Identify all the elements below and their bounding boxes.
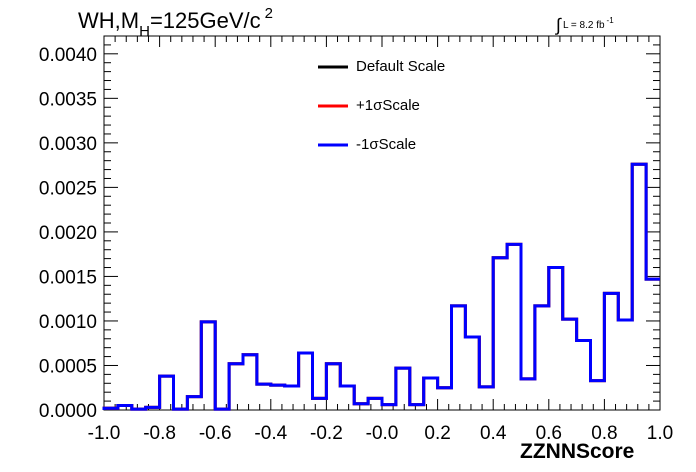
y-tick-label: 0.0005 <box>39 356 97 377</box>
x-tick-label: 0.6 <box>536 423 562 444</box>
x-tick-label: 0.2 <box>424 423 450 444</box>
integral-symbol: ∫ <box>556 15 561 35</box>
series-line-2 <box>102 162 660 411</box>
y-tick-label: 0.0010 <box>39 312 97 333</box>
x-tick-label: -1.0 <box>88 423 121 444</box>
y-tick-label: 0.0000 <box>39 401 97 422</box>
x-tick-label: -0.0 <box>366 423 399 444</box>
y-tick-label: 0.0035 <box>39 89 97 110</box>
x-axis-ticks: -1.0 -0.8 -0.6 -0.4 -0.2 -0.0 0.2 0.4 0.6 0.8 1.0 <box>88 36 673 444</box>
chart-title-main: WH,M <box>78 8 140 33</box>
plot-frame <box>103 35 661 411</box>
legend-label-default: Default Scale <box>356 58 446 75</box>
y-tick-label: 0.0020 <box>39 223 97 244</box>
x-tick-label: -0.2 <box>310 423 343 444</box>
chart-title: WH,MH=125GeV/c 2 <box>78 5 273 40</box>
y-tick-label: 0.0015 <box>39 267 97 288</box>
y-axis-ticks: 0.0000 0.0005 0.0010 0.0015 0.0020 0.0025 0.00… <box>39 35 660 422</box>
y-tick-label: 0.0025 <box>39 178 97 199</box>
legend-label-plus1sigma: +1σScale <box>356 97 420 114</box>
x-tick-label: -0.4 <box>254 423 287 444</box>
x-tick-label: -0.6 <box>199 423 232 444</box>
histogram-series <box>102 162 660 411</box>
luminosity-text: L = 8.2 fb <box>562 20 605 31</box>
chart-title-rest: =125GeV/c <box>149 8 261 33</box>
x-tick-label: 0.4 <box>480 423 507 444</box>
legend-swatches <box>318 65 348 147</box>
series-line-1 <box>102 162 660 411</box>
series-line-0 <box>102 162 660 411</box>
y-tick-label: 0.0030 <box>39 134 97 155</box>
x-axis-label: ZZNNScore <box>520 440 635 463</box>
chart-title-superscript: 2 <box>264 5 273 22</box>
x-tick-label: -0.8 <box>143 423 176 444</box>
x-tick-label: 1.0 <box>647 423 673 444</box>
chart-title-subscript: H <box>139 23 150 40</box>
legend-label-minus1sigma: -1σScale <box>356 136 417 153</box>
luminosity-label: ∫ L = 8.2 fb -1 <box>556 12 614 35</box>
y-tick-label: 0.0040 <box>39 45 97 66</box>
luminosity-superscript: -1 <box>606 16 614 25</box>
x-tick-label: 0.8 <box>591 423 617 444</box>
